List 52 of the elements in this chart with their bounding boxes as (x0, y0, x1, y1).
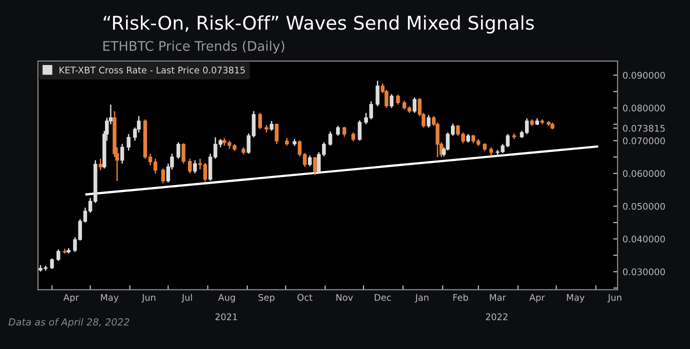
x-tick-label: Oct (297, 294, 312, 301)
candlestick (126, 133, 130, 152)
candlestick (396, 94, 400, 106)
y-tick-label: 0.073815 (623, 124, 665, 132)
text: Data as of April 28, 2022 (8, 318, 130, 328)
y-tick-label: 0.040000 (623, 236, 665, 242)
candlestick (270, 120, 274, 132)
x-tick-label: Mar (490, 294, 506, 301)
chart-subtitle: ETHBTC Price Trends (Daily) (103, 40, 284, 54)
text: 2022 (486, 313, 508, 320)
x-tick-label: Nov (336, 294, 353, 301)
candlestick (120, 143, 124, 164)
candlestick (188, 158, 192, 174)
candlestick (161, 168, 165, 184)
y-tick-label: 0.070000 (623, 137, 665, 144)
candlestick (390, 94, 394, 109)
candlestick (274, 123, 279, 145)
candlestick (56, 248, 60, 262)
y-tick-label: 0.090000 (623, 72, 665, 79)
candlestick (376, 80, 380, 107)
candlestick (98, 158, 102, 171)
y-tick-label: 0.080000 (623, 104, 665, 112)
text: 2021 (215, 313, 237, 320)
x-tick-label: May (566, 294, 584, 303)
x-tick-label: Sep (258, 294, 274, 303)
candlestick (193, 160, 197, 174)
x-tick-label: Dec (374, 294, 391, 301)
x-tick-label: Feb (453, 294, 468, 301)
x-tick-label: Jul (181, 294, 192, 303)
x-tick-label: Jun (607, 294, 622, 303)
candlestick (176, 142, 180, 160)
x-tick-label: Apr (63, 294, 79, 303)
candlestick (412, 96, 416, 114)
candlestick (313, 156, 317, 176)
x-tick-label: Apr (529, 294, 545, 303)
candlestick (258, 112, 262, 130)
y-tick-label: 0.050000 (623, 202, 665, 210)
x-tick-label: May (100, 294, 119, 303)
x-tick-label: Aug (218, 294, 235, 303)
y-tick-label: 0.030000 (623, 268, 665, 276)
x-tick-label: Jan (414, 294, 428, 303)
candlestick (336, 125, 340, 136)
candlestick (182, 142, 186, 164)
candlestick (358, 120, 362, 142)
candlestick (308, 154, 312, 167)
x-tick-label: Jun (142, 294, 156, 303)
legend-label: KET-XBT Cross Rate - Last Price 0.073815 (60, 66, 245, 74)
candlestick (426, 114, 430, 128)
y-tick-label: 0.060000 (623, 170, 665, 177)
chart-title: “Risk-On, Risk-Off” Waves Send Mixed Signals (104, 15, 534, 34)
candlestick (328, 130, 332, 146)
candlestick (50, 258, 54, 270)
